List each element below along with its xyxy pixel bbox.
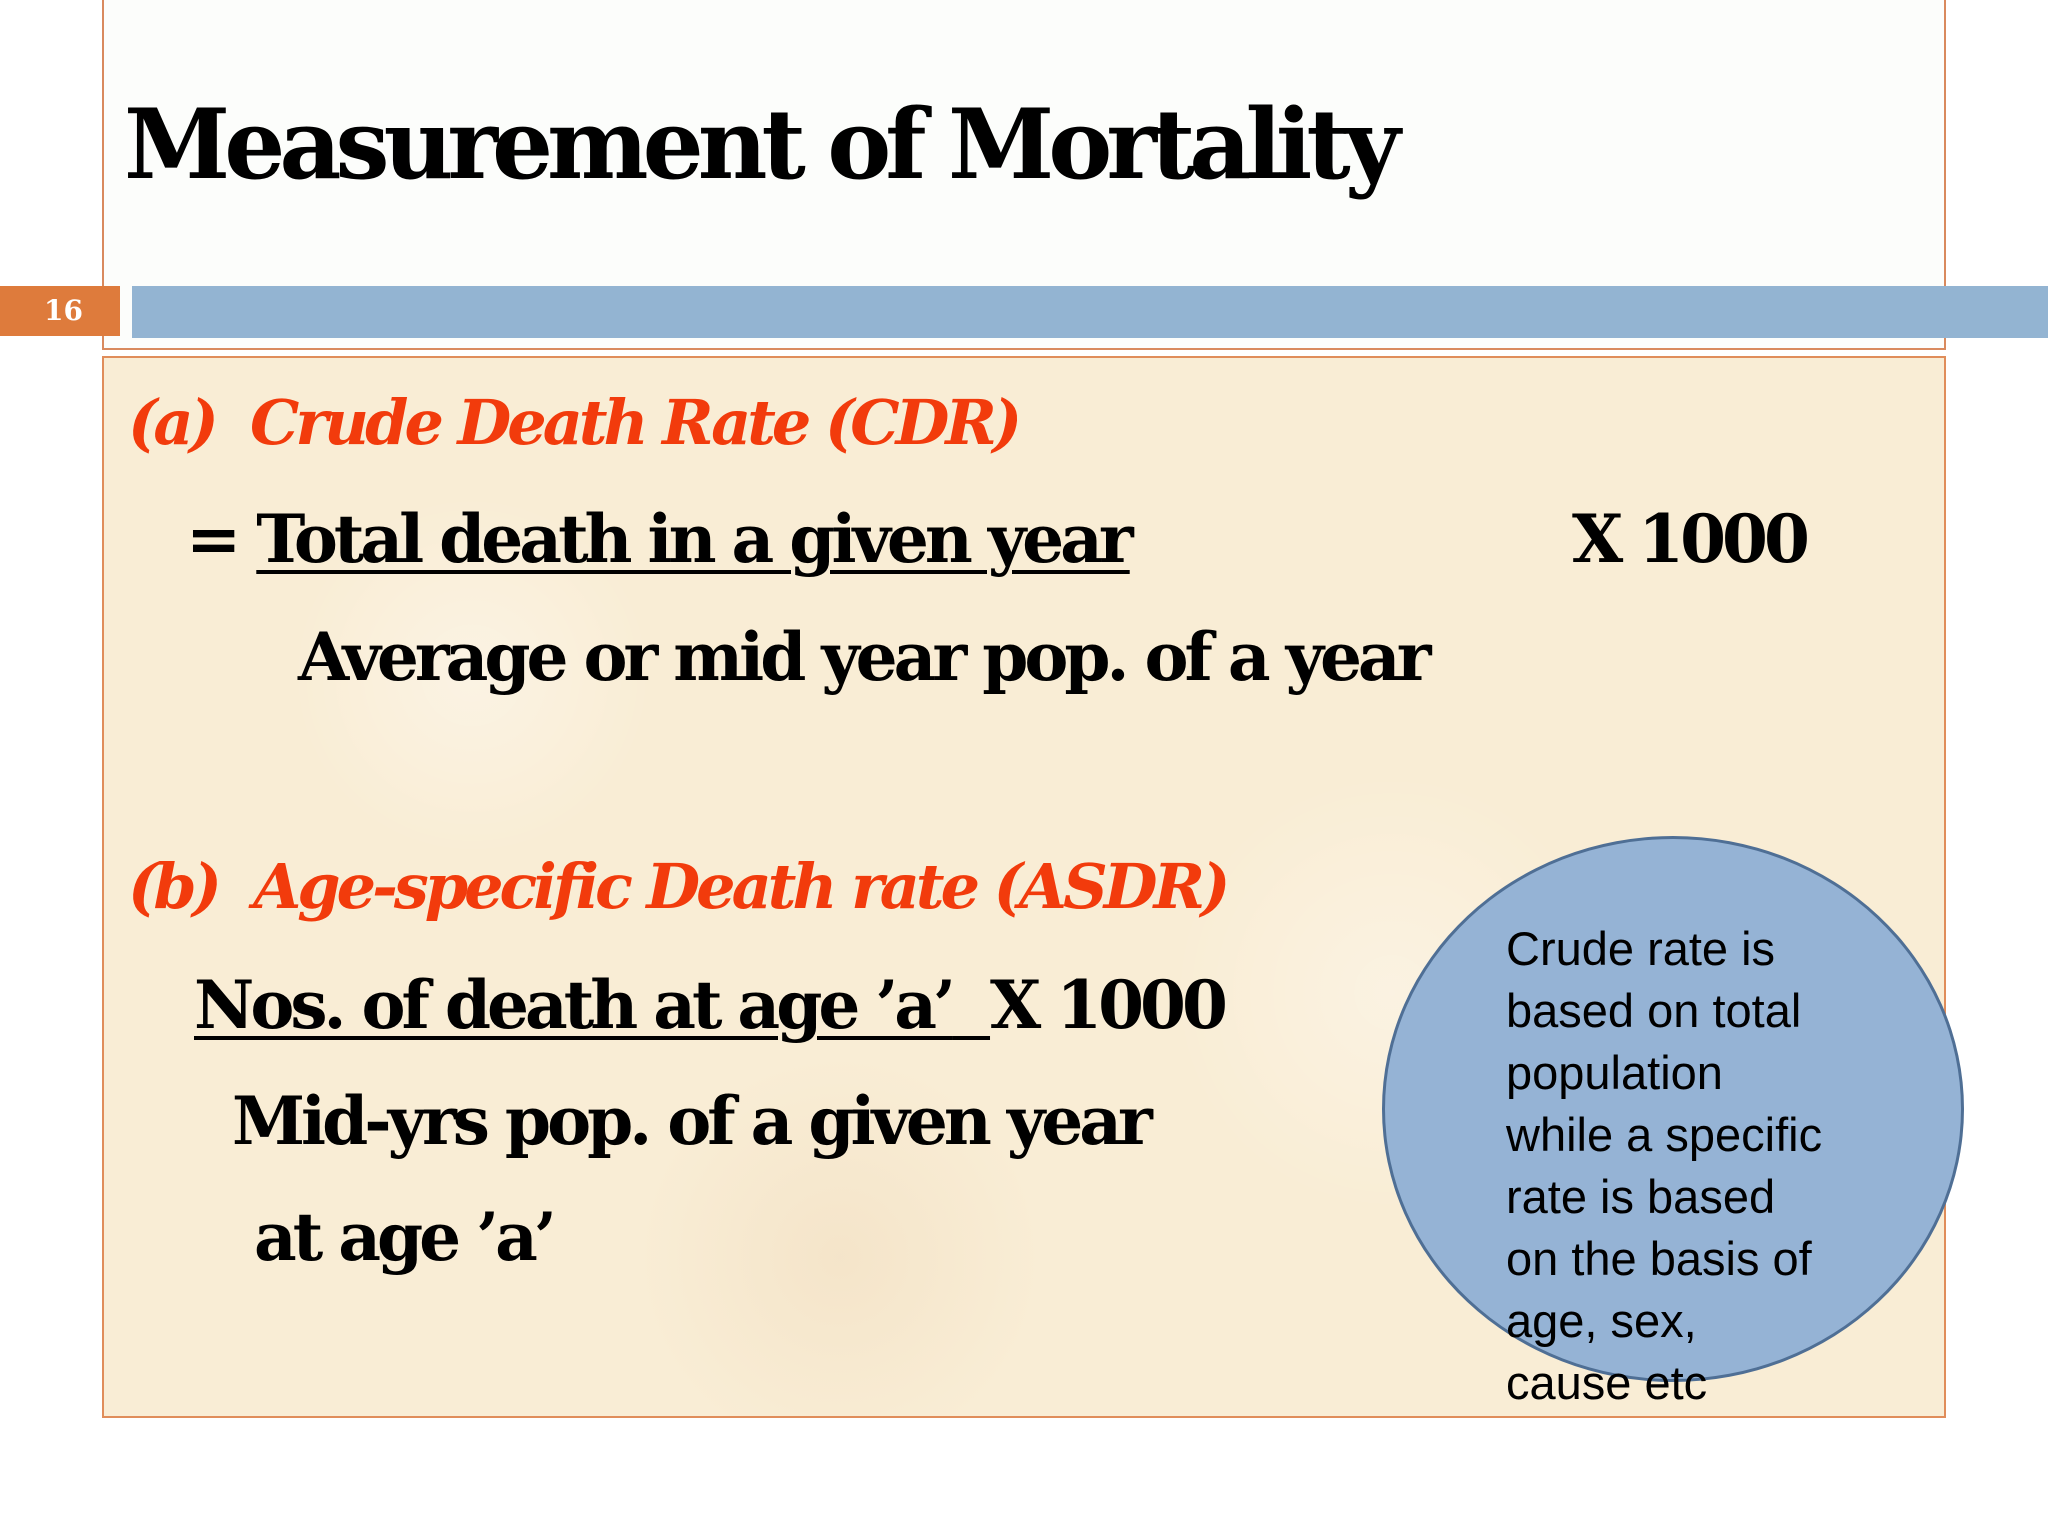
callout-line: population [1506,1046,1723,1099]
asdr-multiplier: X 1000 [990,966,1228,1044]
section-b-title: Age-specific Death rate (ASDR) [253,850,1230,923]
asdr-denominator-line2: at age ’a’ [254,1198,557,1276]
callout-line: while a specific [1506,1108,1823,1161]
cdr-multiplier: X 1000 [1572,500,1810,578]
callout-line: based on total [1506,984,1802,1037]
cdr-numerator-line: = Total death in a given year [186,500,1134,578]
callout-line: cause etc [1506,1356,1708,1409]
slide-number: 16 [0,286,120,336]
asdr-numerator: Nos. of death at age ’a’ [194,966,956,1044]
cdr-denominator: Average or mid year pop. of a year [298,618,1431,696]
callout-line: age, sex, [1506,1294,1697,1347]
callout-line: rate is based [1506,1170,1776,1223]
slide-title: Measurement of Mortality [124,88,1400,201]
section-a-label: (a) [128,386,219,459]
section-a-heading: (a) Crude Death Rate (CDR) [128,386,1022,459]
asdr-numerator-line: Nos. of death at age ’a’ X 1000 [194,966,1228,1044]
section-a-title: Crude Death Rate (CDR) [250,386,1022,459]
accent-bar [132,286,2048,338]
callout-bubble [1382,836,1964,1382]
equals-sign: = [186,500,241,578]
callout-text: Crude rate is based on total population … [1506,918,1876,1414]
cdr-numerator: Total death in a given year [256,500,1133,578]
section-b-heading: (b) Age-specific Death rate (ASDR) [128,850,1230,923]
section-b-label: (b) [128,850,222,923]
callout-line: Crude rate is [1506,922,1776,975]
callout-line: on the basis of [1506,1232,1812,1285]
asdr-denominator-line1: Mid-yrs pop. of a given year [232,1082,1153,1160]
